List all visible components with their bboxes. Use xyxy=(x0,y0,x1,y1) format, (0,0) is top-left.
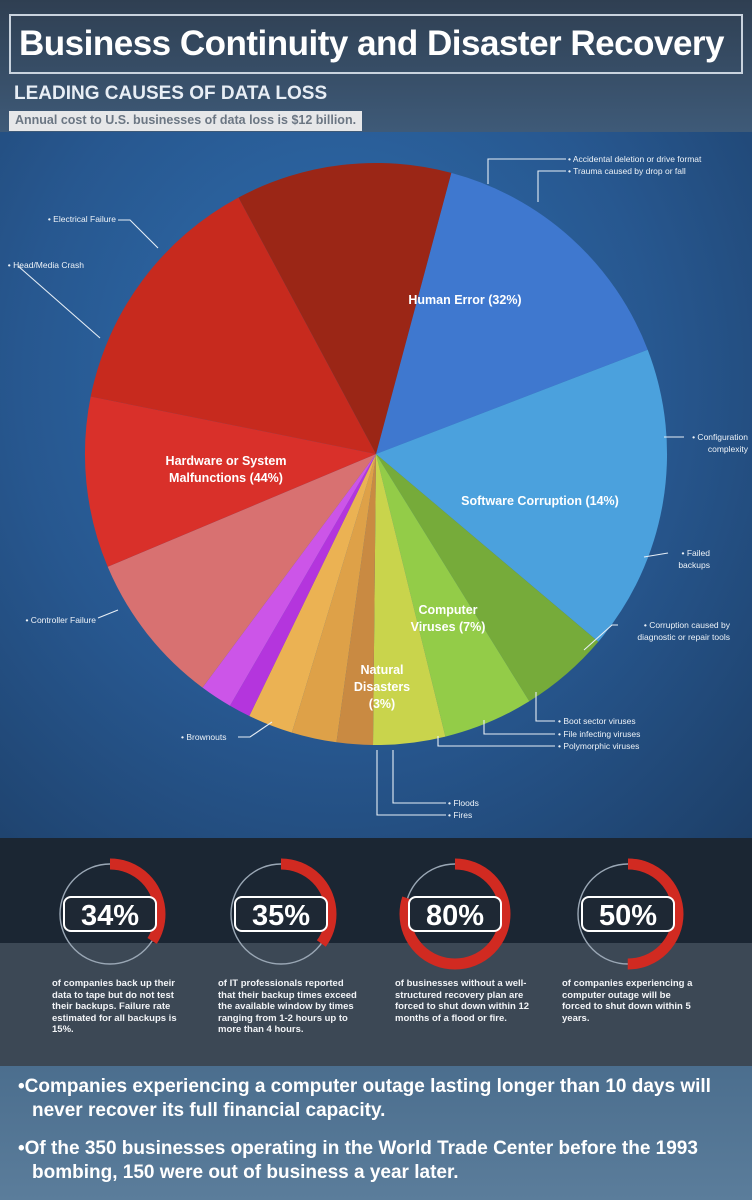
callout-line-7 xyxy=(483,720,555,735)
pie-slice-5 xyxy=(373,454,446,746)
pie-slice-4 xyxy=(376,454,530,737)
slice-label-1: • Accidental deletion or drive format xyxy=(568,154,702,164)
facts-panel: Companies experiencing a computer outage… xyxy=(0,1066,752,1200)
pie-slice-11 xyxy=(107,454,376,688)
callout-line-13 xyxy=(17,265,101,339)
category-label-2: Software Corruption (14%) xyxy=(461,494,619,508)
category-label-4: Natural Disasters (3%) xyxy=(354,663,410,711)
fact-1: Companies experiencing a computer outage… xyxy=(14,1075,738,1123)
slice-label-7: • File infecting viruses xyxy=(558,729,640,739)
pie-slice-9 xyxy=(230,454,376,716)
fact-2: Of the 350 businesses operating in the W… xyxy=(14,1137,738,1185)
callout-line-14 xyxy=(118,219,159,249)
stat-text-3: of businesses without a well-structured … xyxy=(395,978,530,1024)
slice-label-14: • Electrical Failure xyxy=(48,214,116,224)
pie-slice-7 xyxy=(291,454,376,743)
pie-chart-panel: Human Error (32%) Software Corruption (14… xyxy=(0,132,752,838)
pie-slice-12 xyxy=(84,396,377,567)
slice-label-13: • Head/Media Crash xyxy=(8,260,84,270)
slice-label-12: • Controller Failure xyxy=(25,615,96,625)
callout-line-1 xyxy=(487,158,566,184)
stat-value-box-2 xyxy=(234,896,328,932)
slice-label-6: • Boot sector viruses xyxy=(558,716,636,726)
callout-line-8 xyxy=(437,736,555,747)
stat-rings: 34% 35% 80% 50% xyxy=(54,858,684,970)
pie-slice-13 xyxy=(90,197,376,454)
callout-line-9 xyxy=(392,750,446,804)
callout-line-6 xyxy=(535,692,555,722)
stat-ring-arc-1 xyxy=(54,858,166,970)
slice-label-3: • Configuration complexity xyxy=(692,432,749,454)
subtitle: Annual cost to U.S. businesses of data l… xyxy=(9,111,363,131)
stat-text-2: of IT professionals reported that their … xyxy=(218,978,357,1035)
callout-line-11 xyxy=(238,721,273,738)
pie-slice-1 xyxy=(376,172,648,454)
header-band: Business Continuity and Disaster Recover… xyxy=(0,0,752,132)
stats-band: 34% 35% 80% 50% of companies back up their … xyxy=(0,838,752,1066)
stat-value-3: 80% xyxy=(426,900,484,932)
slice-label-8: • Polymorphic viruses xyxy=(558,741,639,751)
callout-line-12 xyxy=(97,609,119,619)
slice-label-10: • Fires xyxy=(448,810,472,820)
stat-ring-arc-4 xyxy=(572,858,684,970)
section-title: LEADING CAUSES OF DATA LOSS xyxy=(14,83,328,104)
category-label-5: Hardware or System Malfunctions (44%) xyxy=(166,454,287,485)
pie-chart: Human Error (32%) Software Corruption (14… xyxy=(8,154,749,820)
stat-value-1: 34% xyxy=(81,900,139,932)
page-title: Business Continuity and Disaster Recover… xyxy=(9,14,743,74)
pie-slice-10 xyxy=(202,454,376,706)
stat-value-box-1 xyxy=(63,896,157,932)
slice-label-9: • Floods xyxy=(448,798,479,808)
slice-label-4: • Failed backups xyxy=(678,548,710,570)
callout-line-2 xyxy=(537,170,566,202)
stat-value-4: 50% xyxy=(599,900,657,932)
callout-line-4 xyxy=(643,552,669,558)
stat-text-1: of companies back up their data to tape … xyxy=(52,978,177,1035)
slice-label-5: • Corruption caused by diagnostic or repa… xyxy=(637,620,730,642)
category-label-3: Computer Viruses (7%) xyxy=(411,603,486,634)
callout-line-5 xyxy=(583,624,618,651)
stat-value-box-4 xyxy=(581,896,675,932)
stat-value-box-3 xyxy=(408,896,502,932)
slice-label-2: • Trauma caused by drop or fall xyxy=(568,166,686,176)
pie-slice-2 xyxy=(376,349,668,642)
callout-line-10 xyxy=(376,750,446,816)
pie-slice-6 xyxy=(336,454,376,745)
pie-slice-3 xyxy=(376,454,599,702)
stat-text-4: of companies experiencing a computer out… xyxy=(562,978,693,1024)
pie-slice-8 xyxy=(249,454,376,733)
pie-slice-14 xyxy=(238,162,452,455)
slice-label-11: • Brownouts xyxy=(181,732,227,742)
category-label-1: Human Error (32%) xyxy=(408,293,521,307)
stat-value-2: 35% xyxy=(252,900,310,932)
stat-ring-arc-3 xyxy=(399,858,511,970)
stat-ring-arc-2 xyxy=(225,858,337,970)
